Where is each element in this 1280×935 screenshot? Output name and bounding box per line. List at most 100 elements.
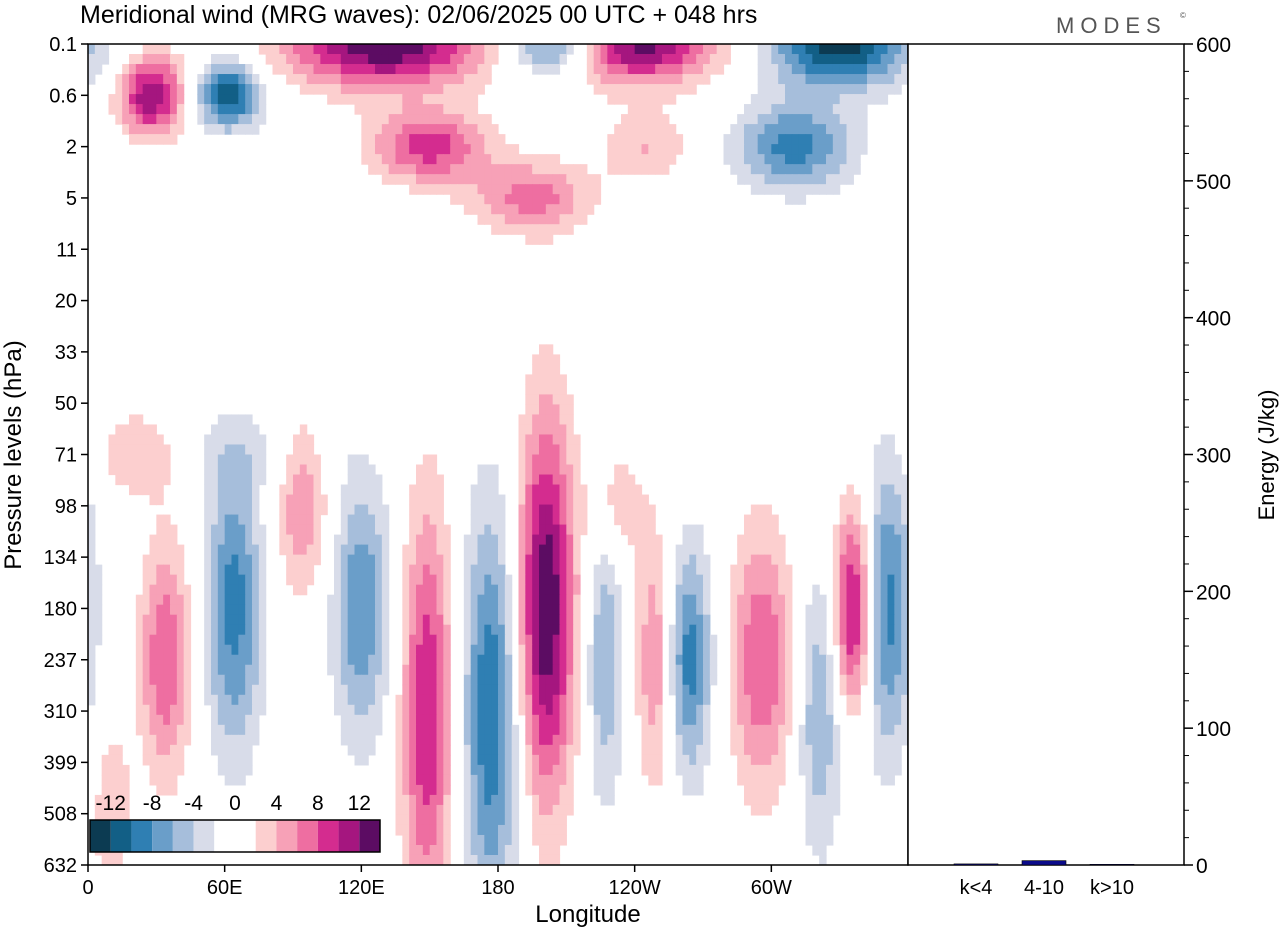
heatmap-cell bbox=[381, 504, 390, 516]
heatmap-cell bbox=[238, 94, 246, 105]
heatmap-cell bbox=[566, 704, 574, 716]
heatmap-cell bbox=[361, 74, 369, 85]
heatmap-cell bbox=[293, 464, 301, 476]
heatmap-cell bbox=[149, 574, 157, 586]
heatmap-cell bbox=[607, 564, 615, 576]
heatmap-cell bbox=[313, 464, 321, 476]
heatmap-cell bbox=[764, 804, 772, 816]
heatmap-cell bbox=[846, 114, 854, 125]
heatmap-cell bbox=[135, 704, 144, 716]
heatmap-cell bbox=[416, 564, 424, 576]
heatmap-cell bbox=[347, 644, 356, 656]
heatmap-cell bbox=[163, 724, 171, 736]
heatmap-cell bbox=[839, 634, 848, 646]
heatmap-cell bbox=[368, 574, 376, 586]
heatmap-cell bbox=[696, 614, 704, 626]
heatmap-cell bbox=[409, 564, 417, 576]
heatmap-cell bbox=[224, 604, 233, 616]
heatmap-cell bbox=[655, 594, 663, 606]
heatmap-cell bbox=[545, 354, 554, 365]
heatmap-cell bbox=[368, 544, 376, 556]
heatmap-cell bbox=[422, 524, 431, 536]
heatmap-cell bbox=[573, 474, 581, 486]
x-tick-label: 60E bbox=[207, 877, 243, 899]
heatmap-cell bbox=[463, 44, 472, 55]
heatmap-cell bbox=[224, 734, 233, 746]
heatmap-cell bbox=[477, 204, 485, 215]
heatmap-cell bbox=[231, 574, 239, 586]
heatmap-cell bbox=[375, 154, 383, 165]
heatmap-cell bbox=[94, 594, 103, 606]
heatmap-cell bbox=[703, 754, 711, 766]
heatmap-cell bbox=[340, 644, 349, 656]
heatmap-cell bbox=[477, 624, 485, 636]
heatmap-cell bbox=[846, 94, 854, 105]
heatmap-cell bbox=[402, 784, 410, 796]
heatmap-cell bbox=[354, 534, 362, 546]
heatmap-cell bbox=[204, 584, 212, 596]
heatmap-cell bbox=[525, 374, 533, 386]
heatmap-cell bbox=[819, 794, 827, 806]
heatmap-cell bbox=[375, 134, 383, 145]
heatmap-cell bbox=[409, 764, 417, 776]
heatmap-cell bbox=[334, 44, 342, 55]
heatmap-cell bbox=[593, 74, 602, 85]
heatmap-cell bbox=[334, 54, 342, 65]
heatmap-cell bbox=[532, 354, 540, 365]
heatmap-cell bbox=[689, 604, 697, 616]
heatmap-cell bbox=[170, 524, 178, 536]
heatmap-cell bbox=[648, 504, 656, 516]
heatmap-cell bbox=[484, 664, 492, 676]
heatmap-cell bbox=[491, 834, 499, 846]
heatmap-cell bbox=[402, 64, 410, 75]
heatmap-cell bbox=[894, 554, 902, 566]
heatmap-cell bbox=[334, 634, 342, 646]
heatmap-cell bbox=[422, 184, 431, 195]
heatmap-cell bbox=[422, 714, 431, 726]
energy-y-tick-label: 0 bbox=[1196, 855, 1208, 878]
heatmap-cell bbox=[539, 644, 547, 656]
colorbar-swatch bbox=[193, 820, 215, 852]
heatmap-cell bbox=[299, 434, 308, 446]
heatmap-cell bbox=[757, 784, 766, 796]
heatmap-cell bbox=[122, 784, 130, 796]
heatmap-cell bbox=[573, 634, 581, 646]
heatmap-axes: 0.10.62511203350719813418023731039950863… bbox=[0, 34, 909, 928]
heatmap-cell bbox=[634, 594, 643, 606]
heatmap-cell bbox=[880, 504, 889, 516]
heatmap-cell bbox=[648, 594, 656, 606]
heatmap-cell bbox=[819, 834, 827, 846]
heatmap-cell bbox=[361, 464, 369, 476]
heatmap-cell bbox=[593, 704, 602, 716]
heatmap-cell bbox=[211, 74, 219, 85]
heatmap-cell bbox=[416, 724, 424, 736]
heatmap-cell bbox=[839, 554, 848, 566]
heatmap-cell bbox=[149, 744, 157, 756]
heatmap-cell bbox=[170, 644, 178, 656]
heatmap-cell bbox=[832, 534, 841, 546]
heatmap-cell bbox=[641, 124, 649, 135]
heatmap-cell bbox=[327, 94, 335, 105]
heatmap-cell bbox=[532, 794, 540, 806]
heatmap-cell bbox=[327, 84, 335, 95]
heatmap-cell bbox=[142, 574, 151, 586]
heatmap-cell bbox=[641, 154, 649, 165]
heatmap-cell bbox=[737, 774, 745, 786]
heatmap-cell bbox=[436, 564, 444, 576]
heatmap-cell bbox=[183, 654, 192, 666]
heatmap-cell bbox=[805, 604, 813, 616]
heatmap-cell bbox=[375, 44, 383, 55]
heatmap-cell bbox=[340, 554, 349, 566]
heatmap-cell bbox=[552, 174, 561, 185]
heatmap-cell bbox=[484, 144, 492, 155]
heatmap-cell bbox=[498, 634, 506, 646]
heatmap-cell bbox=[655, 644, 663, 656]
heatmap-cell bbox=[129, 104, 137, 115]
heatmap-cell bbox=[334, 574, 342, 586]
heatmap-cell bbox=[607, 724, 615, 736]
heatmap-cell bbox=[559, 794, 567, 806]
heatmap-cell bbox=[648, 94, 656, 105]
heatmap-cell bbox=[491, 544, 499, 556]
heatmap-cell bbox=[142, 684, 151, 696]
heatmap-cell bbox=[846, 674, 854, 686]
